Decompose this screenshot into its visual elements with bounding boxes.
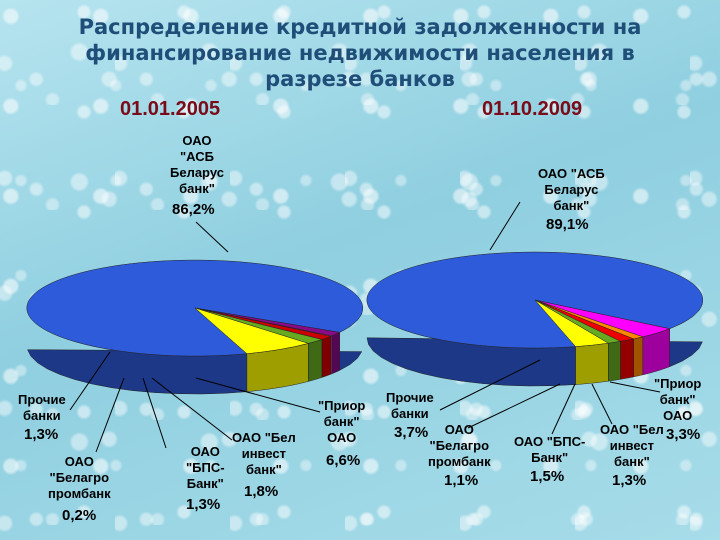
date-2005: 01.01.2005 [120, 98, 221, 120]
pie-side-3 [321, 335, 331, 378]
value-bps-2009: 1,5% [530, 468, 565, 485]
pie-side-4 [308, 339, 323, 382]
value-belagro-2005: 0,2% [62, 507, 97, 524]
date-2009: 01.10.2009 [482, 98, 583, 120]
pie-2009 [366, 251, 704, 387]
pie-slice-5 [534, 299, 610, 347]
value-asb-2009: 89,1% [546, 216, 589, 233]
label-prior-2005: "Приор банк" ОАО [318, 398, 366, 445]
label-belagro-2005: ОАО "Белагро промбанк [48, 454, 111, 501]
page-title: Распределение кредитной задолженности на… [78, 15, 642, 91]
value-bps-2005: 1,3% [186, 496, 221, 513]
value-belinvest-2005: 1,8% [244, 483, 279, 500]
pie-slice-5 [194, 307, 310, 354]
value-prior-2005: 6,6% [326, 452, 361, 469]
pie-slice-0 [26, 259, 363, 357]
pie-side-1 [331, 331, 340, 375]
value-prochie-2005: 1,3% [24, 426, 59, 443]
value-prochie-2009: 3,7% [394, 424, 429, 441]
pie-side-2 [633, 336, 644, 378]
label-bps-2009: ОАО "БПС- Банк" [514, 434, 586, 465]
value-prior-2009: 3,3% [666, 426, 701, 443]
pie-2005 [26, 259, 363, 395]
pie-side-5 [575, 342, 609, 385]
pie-slice-0 [366, 251, 704, 349]
pie-side-4 [608, 340, 621, 382]
label-bps-2005: ОАО "БПС- Банк" [186, 444, 225, 491]
label-asb-2009: ОАО "АСБ Беларус банк" [538, 166, 605, 213]
label-belinvest-2005: ОАО "Бел инвест банк" [232, 430, 296, 477]
label-asb-2005: ОАО "АСБ Беларус банк" [170, 133, 224, 196]
label-prior-2009: "Приор банк" ОАО [654, 376, 702, 423]
value-asb-2005: 86,2% [172, 201, 215, 218]
pie-side-3 [620, 338, 634, 380]
leader-lines [69, 201, 661, 453]
label-belinvest-2009: ОАО "Бел инвест банк" [600, 422, 664, 469]
value-belinvest-2009: 1,3% [612, 472, 647, 489]
label-prochie-2009: Прочие банки [386, 390, 434, 421]
label-belagro-2009: ОАО "Белагро промбанк [428, 422, 491, 469]
value-belagro-2009: 1,1% [444, 472, 479, 489]
label-prochie-2005: Прочие банки [18, 392, 66, 423]
